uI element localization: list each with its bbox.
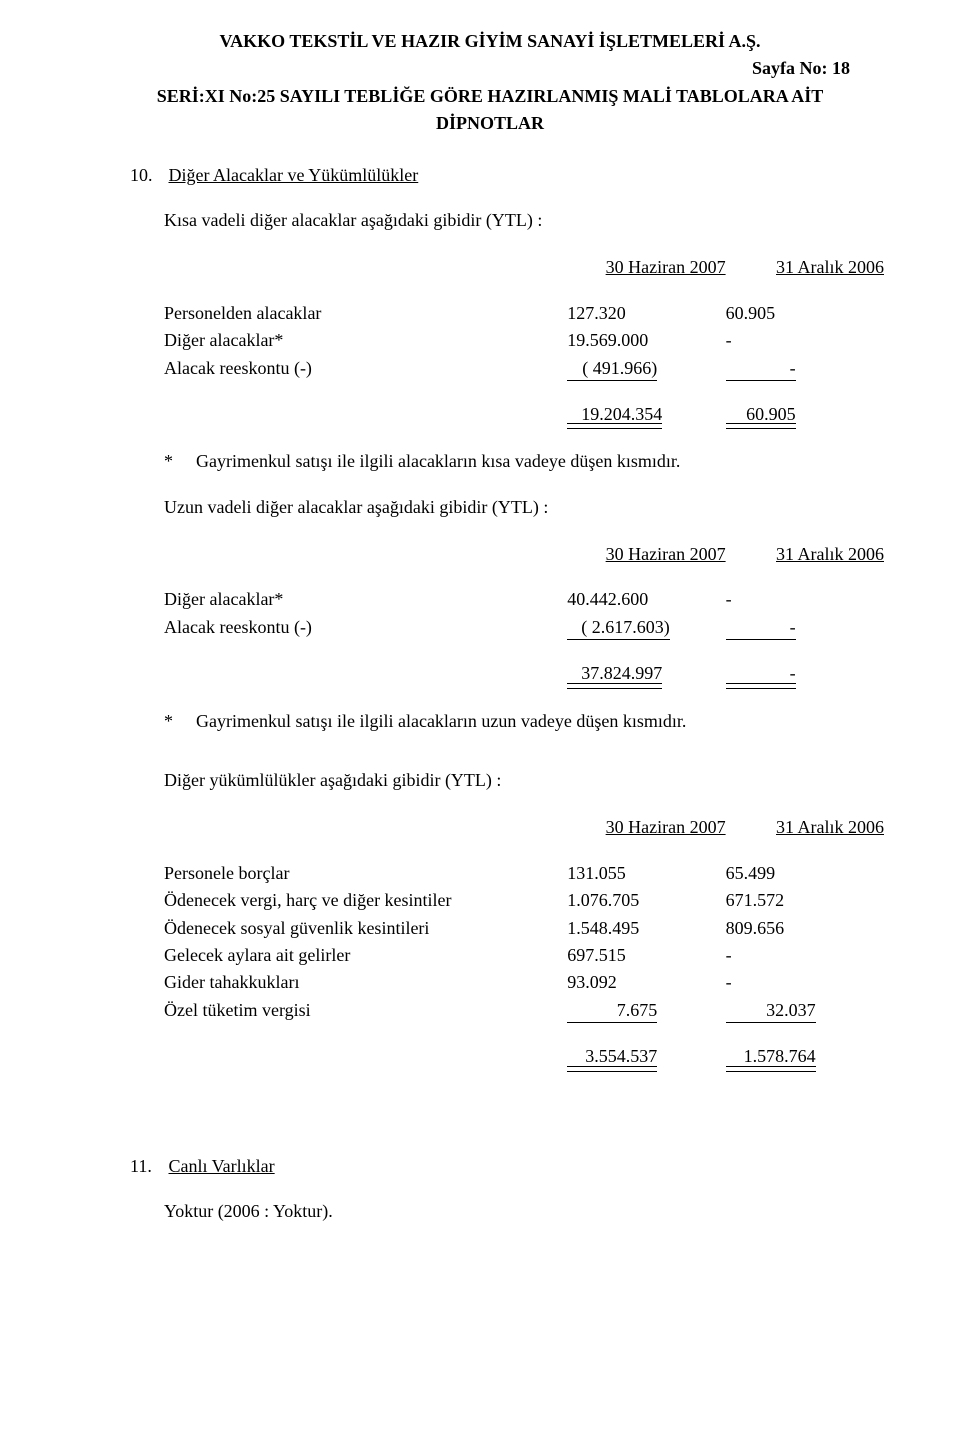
total-value-1: 19.204.354: [567, 401, 725, 428]
table-row: Diğer alacaklar* 19.569.000 -: [164, 327, 884, 354]
table-row: Ödenecek vergi, harç ve diğer kesintiler…: [164, 887, 884, 914]
table-total-row: 19.204.354 60.905: [164, 401, 884, 428]
table-row: Personelden alacaklar 127.320 60.905: [164, 300, 884, 327]
row-value-2: -: [726, 614, 884, 642]
company-name: VAKKO TEKSTİL VE HAZIR GİYİM SANAYİ İŞLE…: [130, 30, 850, 53]
row-value-1: 19.569.000: [567, 327, 725, 354]
row-value-1: 1.076.705: [567, 887, 725, 914]
footnote-2-text: Gayrimenkul satışı ile ilgili alacakları…: [196, 711, 686, 731]
section-11-number: 11.: [130, 1155, 164, 1178]
table-row: Gelecek aylara ait gelirler 697.515 -: [164, 942, 884, 969]
section-10-title: Diğer Alacaklar ve Yükümlülükler: [169, 165, 419, 185]
row-label: Diğer alacaklar*: [164, 327, 567, 354]
section-10-intro-3: Diğer yükümlülükler aşağıdaki gibidir (Y…: [164, 769, 850, 792]
row-label: Personele borçlar: [164, 860, 567, 887]
table-row: Ödenecek sosyal güvenlik kesintileri 1.5…: [164, 915, 884, 942]
row-value-1: ( 2.617.603): [567, 614, 725, 642]
row-value-2: 809.656: [726, 915, 884, 942]
total-value-2: -: [726, 660, 884, 687]
table-row: Özel tüketim vergisi 7.675 32.037: [164, 997, 884, 1025]
total-value-2: 60.905: [726, 401, 884, 428]
table-row: Diğer alacaklar* 40.442.600 -: [164, 586, 884, 613]
row-value-2: 65.499: [726, 860, 884, 887]
row-value-2: 671.572: [726, 887, 884, 914]
row-label: Özel tüketim vergisi: [164, 997, 567, 1025]
row-label: Ödenecek sosyal güvenlik kesintileri: [164, 915, 567, 942]
row-label: Ödenecek vergi, harç ve diğer kesintiler: [164, 887, 567, 914]
row-value-1: 93.092: [567, 969, 725, 996]
row-value-1: 40.442.600: [567, 586, 725, 613]
row-value-2: -: [726, 586, 884, 613]
col-header-date2: 31 Aralık 2006: [726, 814, 884, 841]
table-row: Gider tahakkukları 93.092 -: [164, 969, 884, 996]
col-header-date1: 30 Haziran 2007: [567, 814, 725, 841]
row-value-2: -: [726, 969, 884, 996]
row-label: Gelecek aylara ait gelirler: [164, 942, 567, 969]
row-label: Alacak reeskontu (-): [164, 355, 567, 383]
row-value-1: 1.548.495: [567, 915, 725, 942]
row-label: Diğer alacaklar*: [164, 586, 567, 613]
total-value-2: 1.578.764: [726, 1043, 884, 1070]
section-10-intro-2: Uzun vadeli diğer alacaklar aşağıdaki gi…: [164, 496, 850, 519]
section-10-number: 10.: [130, 164, 164, 187]
footnote-2: *Gayrimenkul satışı ile ilgili alacaklar…: [164, 710, 850, 733]
section-10-intro-1: Kısa vadeli diğer alacaklar aşağıdaki gi…: [164, 209, 850, 232]
document-page: VAKKO TEKSTİL VE HAZIR GİYİM SANAYİ İŞLE…: [0, 0, 960, 1451]
row-value-1: 7.675: [567, 997, 725, 1025]
row-value-1: 131.055: [567, 860, 725, 887]
col-header-date2: 31 Aralık 2006: [726, 541, 884, 568]
row-label: Alacak reeskontu (-): [164, 614, 567, 642]
subtitle-line-1: SERİ:XI No:25 SAYILI TEBLİĞE GÖRE HAZIRL…: [130, 85, 850, 108]
row-label: Personelden alacaklar: [164, 300, 567, 327]
row-value-2: -: [726, 327, 884, 354]
footnote-1: *Gayrimenkul satışı ile ilgili alacaklar…: [164, 450, 850, 473]
row-label: Gider tahakkukları: [164, 969, 567, 996]
table-row: Alacak reeskontu (-) ( 2.617.603) -: [164, 614, 884, 642]
col-header-date2: 31 Aralık 2006: [726, 254, 884, 281]
row-value-2: -: [726, 942, 884, 969]
section-10-heading: 10. Diğer Alacaklar ve Yükümlülükler: [130, 164, 850, 187]
table-row: Personele borçlar 131.055 65.499: [164, 860, 884, 887]
table-other-liabilities: 30 Haziran 2007 31 Aralık 2006 Personele…: [164, 814, 884, 1070]
table-row: Alacak reeskontu (-) ( 491.966) -: [164, 355, 884, 383]
row-value-1: 127.320: [567, 300, 725, 327]
asterisk-icon: *: [164, 710, 196, 733]
table-long-term-receivables: 30 Haziran 2007 31 Aralık 2006 Diğer ala…: [164, 541, 884, 688]
page-number: Sayfa No: 18: [130, 57, 850, 80]
table-total-row: 3.554.537 1.578.764: [164, 1043, 884, 1070]
footnote-1-text: Gayrimenkul satışı ile ilgili alacakları…: [196, 451, 680, 471]
col-header-date1: 30 Haziran 2007: [567, 254, 725, 281]
row-value-2: 32.037: [726, 997, 884, 1025]
row-value-1: 697.515: [567, 942, 725, 969]
total-value-1: 3.554.537: [567, 1043, 725, 1070]
subtitle-line-2: DİPNOTLAR: [130, 112, 850, 135]
col-header-date1: 30 Haziran 2007: [567, 541, 725, 568]
section-11-body: Yoktur (2006 : Yoktur).: [164, 1200, 850, 1223]
row-value-2: -: [726, 355, 884, 383]
section-11-heading: 11. Canlı Varlıklar: [130, 1155, 850, 1178]
row-value-2: 60.905: [726, 300, 884, 327]
section-11-title: Canlı Varlıklar: [169, 1156, 275, 1176]
table-total-row: 37.824.997 -: [164, 660, 884, 687]
asterisk-icon: *: [164, 450, 196, 473]
row-value-1: ( 491.966): [567, 355, 725, 383]
total-value-1: 37.824.997: [567, 660, 725, 687]
table-short-term-receivables: 30 Haziran 2007 31 Aralık 2006 Personeld…: [164, 254, 884, 428]
